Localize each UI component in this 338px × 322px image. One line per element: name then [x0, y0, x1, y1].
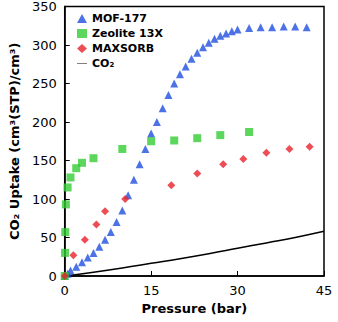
svg-text:15: 15 — [143, 283, 160, 298]
svg-text:200: 200 — [32, 115, 57, 130]
svg-text:50: 50 — [40, 230, 57, 245]
svg-text:Pressure (bar): Pressure (bar) — [142, 301, 248, 316]
svg-text:100: 100 — [32, 192, 57, 207]
svg-text:45: 45 — [316, 283, 333, 298]
svg-text:CO₂: CO₂ — [92, 57, 114, 70]
svg-text:CO₂ Uptake (cm³(STP)/cm³): CO₂ Uptake (cm³(STP)/cm³) — [7, 43, 22, 240]
svg-text:0: 0 — [48, 269, 56, 284]
svg-text:0: 0 — [61, 283, 69, 298]
svg-text:30: 30 — [229, 283, 246, 298]
svg-text:MOF-177: MOF-177 — [92, 12, 147, 25]
svg-text:250: 250 — [32, 76, 57, 91]
svg-text:Zeolite 13X: Zeolite 13X — [92, 27, 163, 40]
svg-text:150: 150 — [32, 153, 57, 168]
svg-text:MAXSORB: MAXSORB — [92, 42, 154, 55]
svg-text:300: 300 — [32, 38, 57, 53]
svg-text:350: 350 — [32, 0, 57, 14]
